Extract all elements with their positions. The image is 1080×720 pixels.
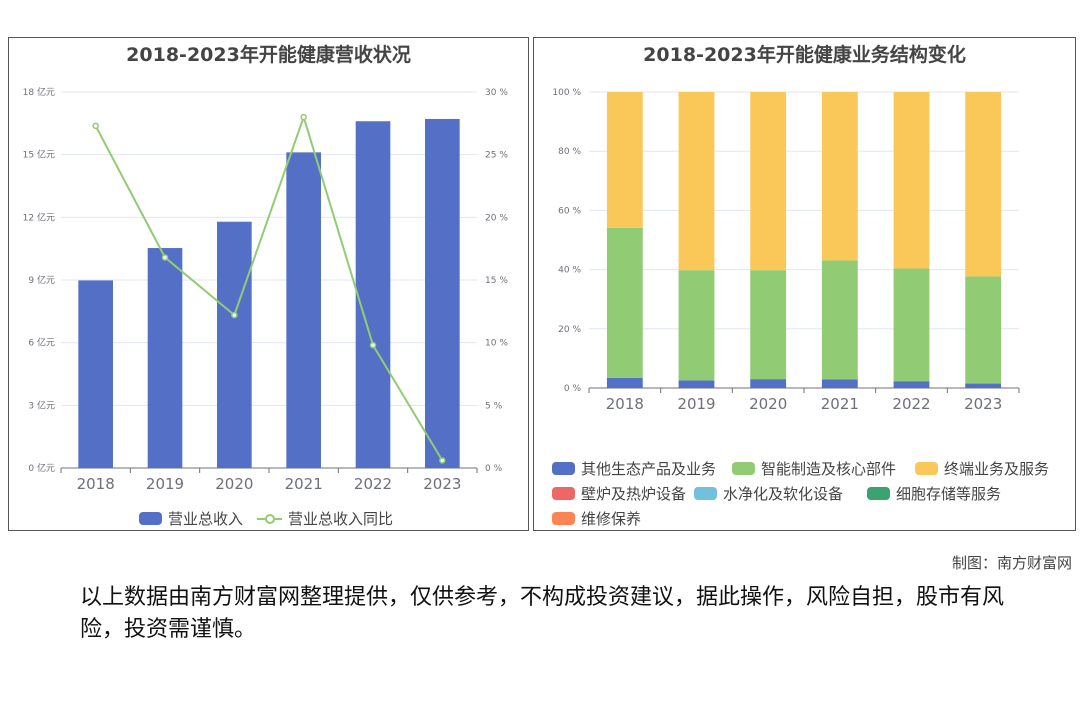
- legend-item[interactable]: 营业总收入: [139, 508, 243, 529]
- stacked-bar-segment: [893, 381, 930, 388]
- x-tick-label: 2020: [215, 475, 253, 493]
- y-right-tick-label: 0 %: [485, 464, 503, 474]
- legend-item[interactable]: 细胞存储等服务: [867, 483, 1001, 504]
- legend-label: 其他生态产品及业务: [581, 460, 717, 478]
- legend-bar-swatch: [139, 512, 162, 525]
- stacked-bar-segment: [678, 270, 715, 381]
- revenue-chart: 0 亿元 3 亿元 6 亿元 9 亿元 12 亿元 15 亿元 18 亿元 0 % 5 % 10 …: [23, 86, 509, 493]
- legend-line-swatch: [257, 513, 282, 524]
- x-tick-label: 2019: [677, 395, 715, 413]
- legend-swatch: [694, 487, 717, 500]
- x-tick-label: 2021: [285, 475, 323, 493]
- y-tick-label: 40 %: [558, 266, 581, 276]
- stacked-bar-segment: [965, 276, 1002, 384]
- x-tick-label: 2021: [821, 395, 859, 413]
- bar: [217, 221, 252, 468]
- y-right-tick-label: 30 %: [485, 88, 508, 98]
- x-tick-label: 2018: [77, 475, 115, 493]
- line-point: [92, 122, 99, 130]
- stacked-bar-segment: [893, 92, 930, 269]
- y-left-tick-label: 0 亿元: [28, 462, 55, 474]
- stacked-bar-segment: [821, 260, 858, 380]
- stacked-bar-segment: [606, 377, 643, 388]
- y-tick-label: 100 %: [552, 88, 581, 98]
- x-tick-label: 2022: [354, 475, 392, 493]
- line-point: [300, 113, 307, 121]
- bar: [286, 152, 321, 468]
- structure-chart: 0 % 20 % 40 % 60 % 80 % 100 % 2018 2019 2020 2021…: [552, 88, 1020, 413]
- x-tick-label: 2023: [423, 475, 461, 493]
- stacked-bar-segment: [821, 379, 858, 388]
- legend-label: 细胞存储等服务: [896, 485, 1002, 503]
- chart-title: 2018-2023年开能健康业务结构变化: [643, 44, 966, 66]
- y-tick-label: 60 %: [558, 206, 581, 216]
- growth-line: [94, 113, 444, 461]
- stacked-bar-segment: [750, 379, 787, 388]
- x-tick-label: 2019: [146, 475, 184, 493]
- y-right-tick-label: 20 %: [485, 213, 508, 223]
- legend-item[interactable]: 智能制造及核心部件: [732, 458, 896, 479]
- bar: [425, 118, 460, 469]
- legend-item[interactable]: 水净化及软化设备: [694, 483, 843, 504]
- legend-swatch: [552, 512, 575, 525]
- legend-label: 营业总收入: [168, 510, 244, 528]
- bar: [355, 121, 391, 468]
- legend-item[interactable]: 终端业务及服务: [915, 458, 1049, 479]
- y-left-tick-label: 3 亿元: [28, 399, 55, 411]
- legend-label: 营业总收入同比: [288, 510, 394, 528]
- y-left-tick-label: 9 亿元: [28, 274, 55, 286]
- legend-label: 水净化及软化设备: [723, 485, 844, 503]
- stacked-bar-segment: [678, 380, 715, 388]
- disclaimer: 以上数据由南方财富网整理提供，仅供参考，不构成投资建议，据此操作，风险自担，股市…: [80, 585, 1005, 642]
- legend-label: 终端业务及服务: [944, 460, 1050, 478]
- y-right-tick-label: 15 %: [485, 276, 508, 286]
- y-tick-label: 20 %: [558, 325, 581, 335]
- stacked-bar-segment: [750, 270, 787, 380]
- legend-label: 维修保养: [581, 510, 642, 528]
- line-point: [369, 341, 377, 349]
- stacked-bar-segment: [893, 268, 930, 382]
- legend-swatch: [867, 487, 890, 500]
- y-left-tick-label: 12 亿元: [23, 211, 55, 223]
- stacked-bar-segment: [678, 92, 715, 271]
- stacked-bar-segment: [821, 92, 858, 261]
- x-tick-label: 2022: [892, 395, 930, 413]
- stacked-bar-segment: [965, 92, 1002, 277]
- y-right-tick-label: 25 %: [485, 151, 508, 161]
- stacked-bar-segment: [606, 227, 643, 378]
- legend-item[interactable]: 营业总收入同比: [257, 508, 393, 529]
- y-right-tick-label: 10 %: [485, 339, 508, 349]
- bar: [78, 280, 113, 468]
- legend-item[interactable]: 其他生态产品及业务: [552, 458, 716, 479]
- legend-label: 智能制造及核心部件: [761, 460, 897, 478]
- legend-item[interactable]: 壁炉及热炉设备: [552, 483, 686, 504]
- bar: [147, 248, 183, 468]
- legend-item[interactable]: 维修保养: [552, 508, 641, 529]
- legend-swatch: [915, 462, 938, 475]
- y-right-tick-label: 5 %: [485, 401, 503, 411]
- x-tick-label: 2023: [964, 395, 1002, 413]
- y-left-tick-label: 18 亿元: [23, 86, 55, 98]
- chart-title: 2018-2023年开能健康营收状况: [126, 44, 411, 66]
- structure-chart-panel: 2018-2023年开能健康业务结构变化 0 % 20 % 40 % 60 % 80 %…: [533, 37, 1076, 531]
- y-tick-label: 0 %: [564, 384, 582, 394]
- x-tick-label: 2018: [606, 395, 644, 413]
- chart-credit: 制图：南方财富网: [951, 554, 1072, 572]
- line-point: [439, 457, 446, 464]
- legend-swatch: [552, 487, 575, 500]
- legend-swatch: [732, 462, 755, 475]
- line-point: [161, 254, 169, 261]
- stacked-bar-segment: [606, 92, 643, 228]
- x-tick-label: 2020: [749, 395, 787, 413]
- stacked-bar-segment: [965, 383, 1002, 388]
- y-left-tick-label: 6 亿元: [28, 337, 55, 349]
- legend-label: 壁炉及热炉设备: [581, 485, 687, 503]
- stacked-bar-segment: [750, 92, 787, 271]
- revenue-chart-panel: 2018-2023年开能健康营收状况 0 亿元 3 亿元 6 亿元 9 亿元 12 亿元…: [8, 37, 529, 531]
- y-left-tick-label: 15 亿元: [23, 149, 55, 161]
- line-point: [231, 311, 238, 319]
- legend-swatch: [552, 462, 575, 475]
- y-tick-label: 80 %: [558, 147, 581, 157]
